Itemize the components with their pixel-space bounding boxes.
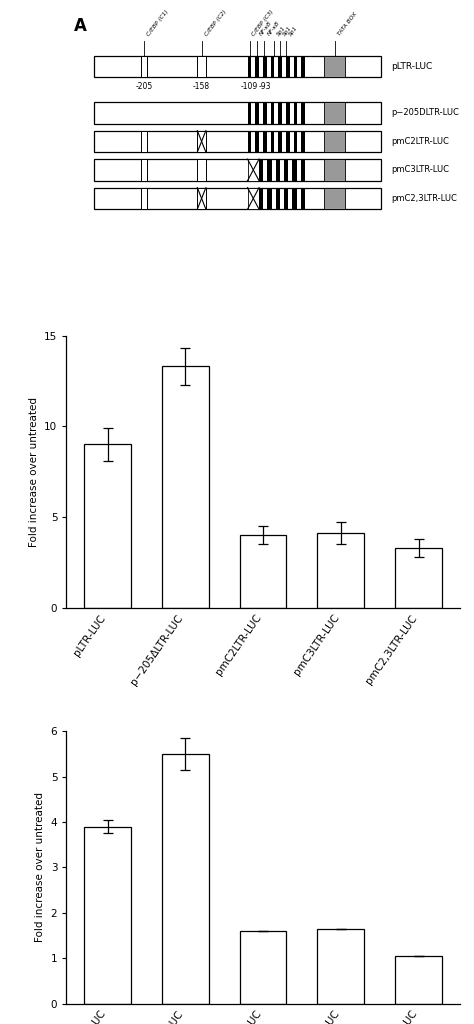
Bar — [197, 159, 206, 180]
Bar — [162, 754, 209, 1004]
Bar — [197, 55, 206, 77]
Text: C/EBP (C3): C/EBP (C3) — [252, 9, 275, 37]
Bar — [247, 187, 259, 209]
Bar — [255, 131, 259, 153]
Bar — [301, 159, 305, 180]
Text: A: A — [74, 17, 87, 35]
Bar — [197, 131, 206, 153]
Bar — [284, 159, 288, 180]
Bar — [395, 955, 442, 1004]
Bar — [301, 55, 305, 77]
Bar — [263, 131, 267, 153]
Bar — [84, 826, 131, 1004]
Bar — [293, 55, 297, 77]
Bar — [141, 55, 147, 77]
Text: Sp1: Sp1 — [276, 25, 287, 37]
Bar — [263, 55, 267, 77]
Bar — [292, 187, 297, 209]
Bar — [267, 187, 272, 209]
Bar — [255, 102, 259, 124]
Bar — [94, 55, 381, 77]
Bar — [94, 159, 381, 180]
Bar — [278, 131, 282, 153]
Bar — [278, 102, 282, 124]
Bar — [324, 131, 345, 153]
Bar — [94, 102, 381, 124]
Bar — [286, 131, 290, 153]
Bar — [162, 367, 209, 608]
Bar — [284, 187, 288, 209]
Bar — [240, 536, 286, 608]
Bar — [255, 55, 259, 77]
Bar — [267, 159, 272, 180]
Bar — [301, 102, 305, 124]
Bar — [278, 55, 282, 77]
Bar — [197, 187, 206, 209]
Text: pmC2,3LTR-LUC: pmC2,3LTR-LUC — [391, 194, 457, 203]
Text: -109: -109 — [241, 82, 258, 91]
Bar — [395, 548, 442, 608]
Bar — [286, 55, 290, 77]
Text: -158: -158 — [193, 82, 210, 91]
Text: Sp1: Sp1 — [288, 25, 299, 37]
Bar — [84, 444, 131, 608]
Bar — [318, 534, 364, 608]
Y-axis label: Fold increase over untreated: Fold increase over untreated — [35, 793, 45, 942]
Bar — [240, 931, 286, 1004]
Text: Sp1: Sp1 — [282, 25, 293, 37]
Y-axis label: Fold increase over untreated: Fold increase over untreated — [28, 396, 38, 547]
Bar — [247, 159, 259, 180]
Bar — [247, 55, 251, 77]
Bar — [263, 102, 267, 124]
Bar — [324, 159, 345, 180]
Bar — [301, 187, 305, 209]
Bar — [271, 131, 274, 153]
Bar — [276, 159, 280, 180]
Text: TATA BOX: TATA BOX — [337, 11, 358, 37]
Bar — [292, 159, 297, 180]
Bar — [271, 55, 274, 77]
Bar — [324, 102, 345, 124]
Text: C/EBP (C2): C/EBP (C2) — [203, 9, 227, 37]
Bar — [271, 102, 274, 124]
Bar — [293, 102, 297, 124]
Bar — [293, 131, 297, 153]
Bar — [94, 131, 381, 153]
Bar — [286, 102, 290, 124]
Bar — [141, 131, 147, 153]
Text: NF-κB: NF-κB — [259, 20, 273, 37]
Text: NF-κB: NF-κB — [266, 20, 281, 37]
Text: pLTR-LUC: pLTR-LUC — [391, 62, 432, 71]
Bar — [259, 159, 263, 180]
Text: -93: -93 — [258, 82, 271, 91]
Bar — [276, 187, 280, 209]
Bar — [301, 131, 305, 153]
Text: pmC2LTR-LUC: pmC2LTR-LUC — [391, 137, 449, 145]
Text: -205: -205 — [136, 82, 153, 91]
Bar — [94, 187, 381, 209]
Bar — [141, 159, 147, 180]
Text: p−205DLTR-LUC: p−205DLTR-LUC — [391, 109, 459, 118]
Text: pmC3LTR-LUC: pmC3LTR-LUC — [391, 166, 449, 174]
Bar — [247, 131, 251, 153]
Bar — [324, 55, 345, 77]
Bar — [318, 929, 364, 1004]
Text: C/EBP (C1): C/EBP (C1) — [146, 9, 170, 37]
Bar — [141, 187, 147, 209]
Bar — [324, 187, 345, 209]
Bar — [247, 102, 251, 124]
Bar — [259, 187, 263, 209]
